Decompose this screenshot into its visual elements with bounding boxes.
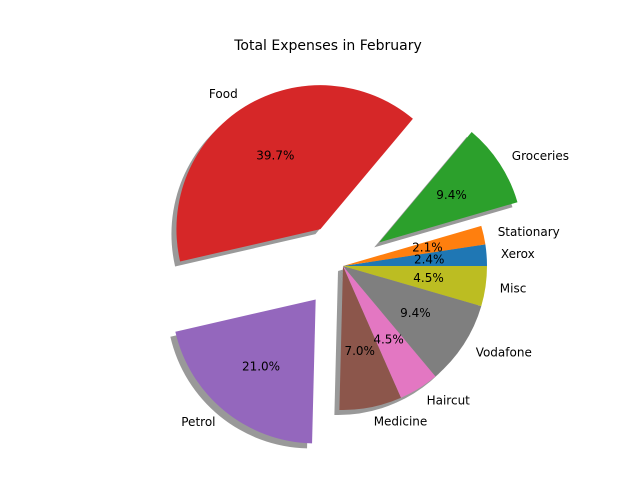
slice-food: [176, 85, 413, 262]
slice-medicine: [339, 266, 402, 410]
slice-percent-label-petrol: 21.0%: [242, 359, 280, 373]
slice-label-vodafone: Vodafone: [476, 346, 532, 360]
slice-vodafone: [343, 266, 482, 377]
slice-percent-label-food: 39.7%: [256, 149, 294, 163]
slice-label-haircut: Haircut: [427, 394, 471, 408]
slice-percent-label-stationary: 2.1%: [412, 240, 443, 254]
slice-groceries: [379, 132, 518, 243]
slice-label-food: Food: [209, 87, 238, 101]
slice-labels: 2.4% Xerox 2.1% Stationary 9.4% Groceries 39.7…: [181, 87, 569, 429]
slice-label-petrol: Petrol: [181, 415, 215, 429]
slice-haircut: [343, 266, 436, 398]
slice-percent-label-haircut: 4.5%: [373, 332, 404, 346]
chart-title: Total Expenses in February: [233, 38, 422, 54]
slice-label-medicine: Medicine: [374, 414, 428, 428]
slice-label-stationary: Stationary: [498, 225, 560, 239]
slice-percent-label-vodafone: 9.4%: [400, 306, 431, 320]
slice-percent-label-groceries: 9.4%: [436, 188, 467, 202]
slice-stationary: [343, 225, 486, 266]
slice-percent-label-misc: 4.5%: [413, 271, 444, 285]
slice-xerox: [343, 244, 488, 266]
pie-wedges: [175, 85, 518, 444]
slice-misc: [343, 266, 487, 307]
slice-label-misc: Misc: [500, 281, 527, 295]
slice-percent-label-xerox: 2.4%: [414, 253, 445, 267]
slice-label-xerox: Xerox: [501, 247, 535, 261]
slice-petrol: [175, 299, 316, 444]
slice-percent-label-medicine: 7.0%: [344, 344, 375, 358]
slice-label-groceries: Groceries: [512, 149, 569, 163]
